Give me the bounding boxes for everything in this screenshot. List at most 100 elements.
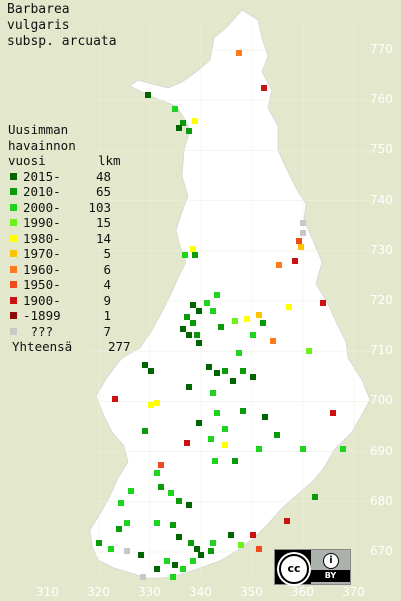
observation-square [238,542,244,548]
legend-row-label: 2015- [23,168,61,184]
y-tick-label: 740 [370,192,393,207]
observation-square [256,446,262,452]
observation-square [228,532,234,538]
observation-square [186,128,192,134]
observation-square [256,546,262,552]
observation-square [198,552,204,558]
observation-square [124,520,130,526]
legend-swatch [10,188,17,196]
legend-swatch [10,281,17,289]
x-tick-label: 310 [36,585,59,599]
observation-square [306,348,312,354]
observation-square [138,552,144,558]
observation-square [261,85,267,91]
legend-row-label: 1990- [23,215,61,230]
observation-square [330,410,336,416]
observation-square [218,324,224,330]
legend-row-count: 65 [95,184,111,199]
observation-square [196,420,202,426]
legend-column-header: vuosi lkm [8,153,131,169]
observation-square [170,574,176,580]
y-tick-label: 720 [370,293,393,307]
observation-square [214,292,220,298]
observation-square [190,246,196,252]
legend-total-count: 277 [108,339,131,354]
observation-square [232,318,238,324]
observation-square [244,316,250,322]
observation-square [286,304,292,310]
observation-square [300,220,306,226]
observation-square [296,238,302,244]
cc-icon: cc [279,554,309,584]
legend-row: 2010- 65 [8,184,131,200]
observation-square [158,462,164,468]
observation-square [96,540,102,546]
cc-by-panel: i BY [311,550,350,584]
person-icon: i [323,553,339,569]
observation-square [236,50,242,56]
observation-square [262,414,268,420]
observation-square [222,426,228,432]
x-tick-label: 330 [138,585,161,599]
legend-swatch [10,250,17,258]
observation-square [240,408,246,414]
legend-row-count: 9 [103,292,111,308]
observations-layer [96,50,346,580]
legend-row: 1950- 4 [8,277,131,293]
legend-swatch [10,296,17,304]
x-tick-label: 350 [240,585,263,599]
legend-col-label: vuosi [8,153,46,168]
observation-square [340,446,346,452]
observation-square [192,252,198,258]
y-tick-label: 750 [370,142,393,157]
cc-by-license-badge[interactable]: cc i BY [274,549,351,585]
map-title: Barbarea vulgaris subsp. arcuata [7,2,117,50]
observation-square [210,390,216,396]
legend-row-label: 1950- [23,277,61,292]
observation-square [192,118,198,124]
observation-square [118,500,124,506]
y-tick-label: 710 [370,343,393,358]
observation-square [276,262,282,268]
map-grid [47,20,372,580]
observation-square [148,368,154,374]
observation-square [274,432,280,438]
legend-row: 1970- 5 [8,246,131,262]
observation-square [154,470,160,476]
observation-square [176,534,182,540]
observation-square [154,400,160,406]
legend-total-label: Yhteensä [12,339,73,354]
legend-row-label: -1899 [23,308,61,323]
legend-row: 1990- 15 [8,215,131,231]
observation-square [256,312,262,318]
legend-row-count: 14 [95,230,111,246]
legend-swatch [10,327,17,335]
y-tick-label: 760 [370,92,393,107]
observation-square [148,402,154,408]
observation-square [190,320,196,326]
legend-row-label: 1980- [23,230,61,246]
y-tick-label: 680 [370,493,393,508]
observation-square [208,548,214,554]
x-tick-label: 360 [291,585,314,599]
legend-row: 1900- 9 [8,293,131,309]
observation-square [194,332,200,338]
legend-row-label: ??? [23,323,54,339]
observation-square [112,396,118,402]
observation-square [210,540,216,546]
legend-row-count: 7 [103,323,111,339]
observation-square [186,384,192,390]
observation-square [172,562,178,568]
observation-square [116,526,122,532]
observation-square [164,558,170,564]
y-tick-label: 690 [370,443,393,458]
legend-row: 2000- 103 [8,200,131,216]
y-tick-label: 670 [370,544,393,558]
y-tick-label: 770 [370,42,393,56]
observation-square [158,484,164,490]
observation-square [190,558,196,564]
observation-square [184,314,190,320]
legend-row-label: 1900- [23,292,61,308]
legend-row-count: 6 [103,261,111,277]
observation-square [182,252,188,258]
